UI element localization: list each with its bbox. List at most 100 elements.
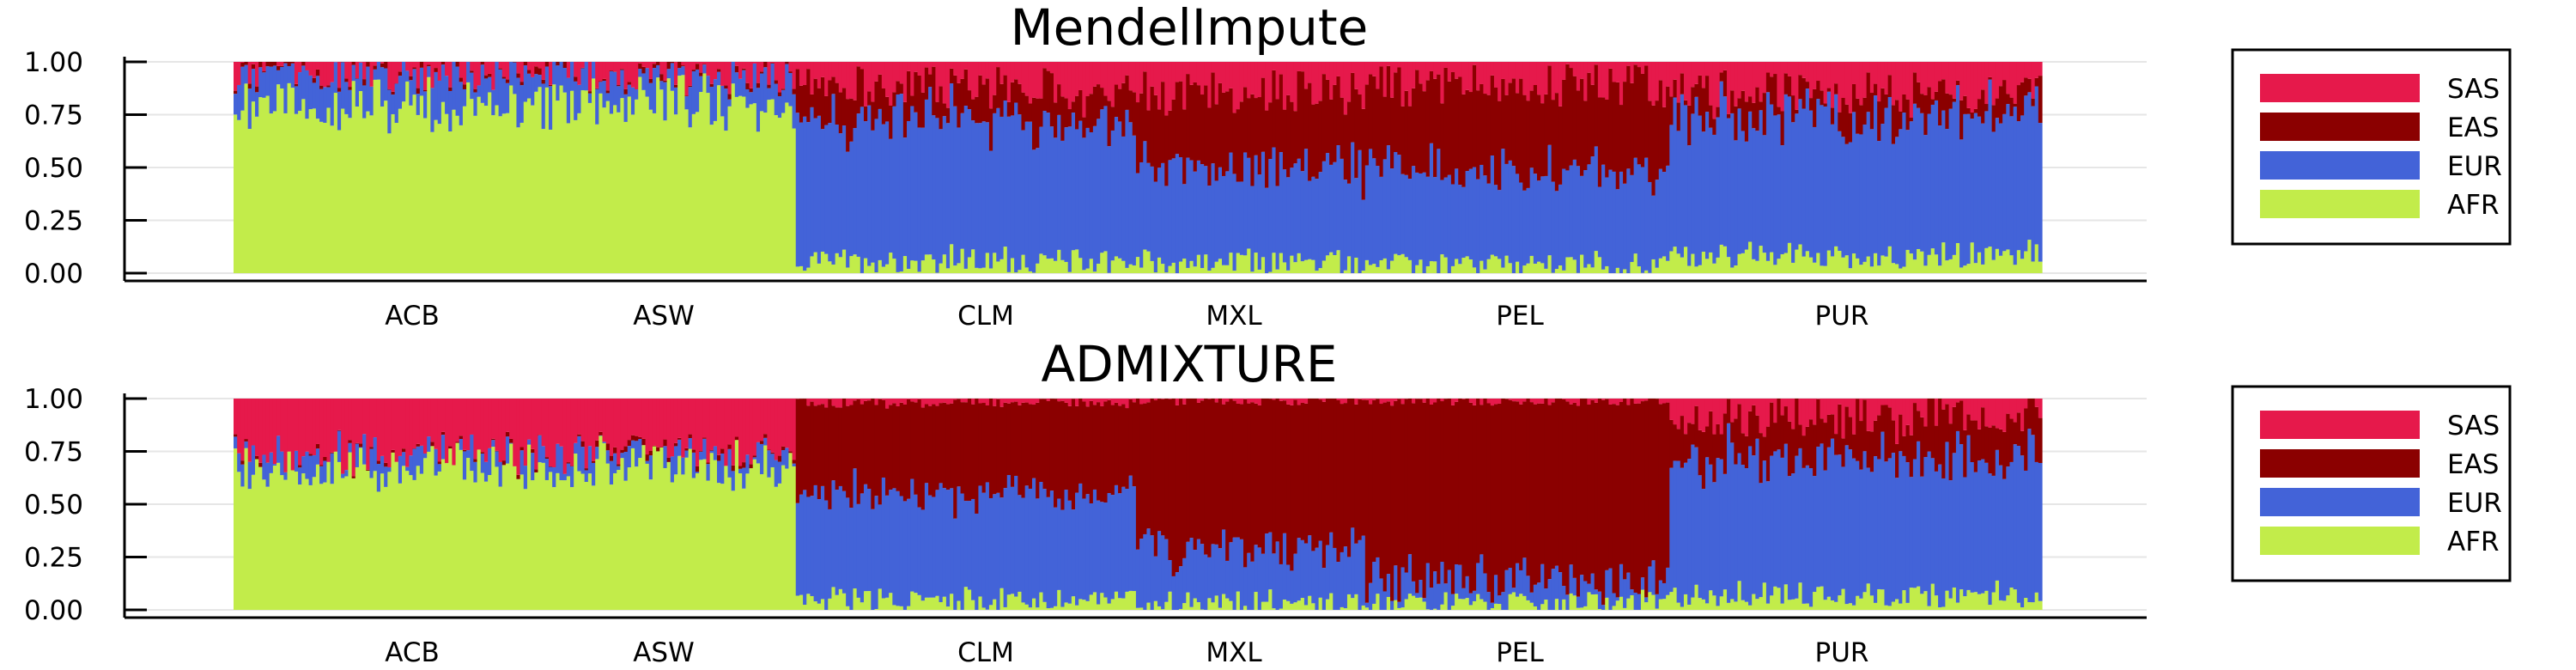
bar-segment-afr bbox=[1680, 606, 1685, 610]
bar-segment-eas bbox=[652, 64, 657, 69]
bar-segment-eas bbox=[1171, 99, 1176, 159]
bar-segment-sas bbox=[373, 62, 378, 66]
bar-segment-sas bbox=[1103, 399, 1109, 402]
bar-segment-eas bbox=[1443, 67, 1449, 178]
bar-segment-eur bbox=[1565, 170, 1571, 258]
bar-segment-sas bbox=[255, 62, 259, 87]
bar-segment-eur bbox=[1483, 573, 1488, 602]
bar-segment-afr bbox=[398, 483, 403, 610]
bar-segment-eur bbox=[1157, 168, 1162, 258]
bar-segment-eur bbox=[1912, 103, 1917, 260]
bar-segment-eas bbox=[1351, 399, 1355, 528]
bar-segment-sas bbox=[1046, 62, 1051, 71]
bar-segment-afr bbox=[699, 460, 703, 610]
bar-segment-eas bbox=[387, 88, 392, 90]
bar-segment-eas bbox=[1673, 79, 1678, 98]
bar-segment-sas bbox=[272, 399, 277, 465]
bar-segment-eur bbox=[1551, 181, 1556, 273]
bar-segment-eur bbox=[1336, 145, 1341, 251]
bar-segment-eas bbox=[1168, 399, 1173, 561]
bar-segment-afr bbox=[1891, 601, 1896, 610]
bar-segment-eas bbox=[902, 101, 908, 138]
bar-segment-sas bbox=[391, 399, 396, 450]
bar-segment-eas bbox=[1558, 106, 1563, 185]
bar-segment-sas bbox=[351, 399, 356, 477]
bar-segment-sas bbox=[1293, 399, 1298, 400]
bar-segment-sas bbox=[1748, 62, 1753, 97]
y-tick-label: 0.50 bbox=[24, 153, 83, 184]
bar-segment-eur bbox=[1254, 155, 1259, 253]
bar-segment-eas bbox=[1895, 100, 1899, 137]
bar-segment-eur bbox=[892, 106, 897, 259]
bar-segment-eur bbox=[902, 137, 908, 257]
bar-segment-eas bbox=[247, 83, 252, 89]
bar-segment-eur bbox=[1988, 79, 1993, 247]
bar-segment-afr bbox=[1880, 255, 1886, 273]
bar-segment-eas bbox=[480, 62, 485, 65]
bar-segment-sas bbox=[1114, 62, 1119, 85]
bar-segment-eas bbox=[462, 449, 467, 452]
chart-title: ADMIXTURE bbox=[1041, 335, 1337, 393]
bar-segment-eur bbox=[1587, 583, 1592, 593]
bar-segment-eur bbox=[724, 88, 729, 131]
bar-segment-eas bbox=[702, 437, 708, 439]
bar-segment-sas bbox=[1386, 62, 1391, 66]
bar-segment-eas bbox=[1816, 399, 1821, 447]
bar-segment-eas bbox=[1791, 95, 1795, 123]
bar-segment-eur bbox=[1991, 475, 1996, 593]
bar-segment-afr bbox=[1443, 257, 1449, 273]
bar-segment-eur bbox=[1734, 464, 1739, 602]
bar-segment-eas bbox=[1834, 83, 1838, 94]
bar-segment-eur bbox=[1576, 166, 1581, 273]
bar-segment-sas bbox=[1558, 62, 1563, 107]
bar-segment-afr bbox=[899, 606, 904, 610]
bar-segment-afr bbox=[440, 459, 446, 610]
bar-segment-eas bbox=[538, 68, 543, 76]
bar-segment-eas bbox=[1966, 414, 1971, 436]
bar-segment-sas bbox=[1912, 399, 1917, 404]
bar-segment-afr bbox=[1991, 259, 1996, 273]
bar-segment-sas bbox=[1798, 62, 1803, 76]
bar-segment-sas bbox=[817, 399, 822, 405]
bar-segment-afr bbox=[1064, 261, 1069, 273]
bar-segment-eas bbox=[2024, 408, 2028, 471]
bar-segment-eur bbox=[824, 500, 829, 610]
bar-segment-eas bbox=[1712, 119, 1717, 135]
bar-segment-afr bbox=[1687, 265, 1692, 273]
bar-segment-eas bbox=[519, 82, 525, 86]
bar-segment-sas bbox=[963, 62, 969, 70]
bar-segment-afr bbox=[1236, 253, 1241, 273]
bar-segment-sas bbox=[1400, 62, 1406, 107]
bar-segment-afr bbox=[1118, 258, 1122, 273]
bar-segment-afr bbox=[373, 471, 378, 610]
bar-segment-eas bbox=[1719, 434, 1724, 460]
bar-segment-afr bbox=[577, 471, 582, 610]
bar-segment-sas bbox=[1966, 399, 1971, 415]
bar-segment-afr bbox=[505, 463, 510, 610]
bar-segment-afr bbox=[1626, 598, 1631, 610]
bar-segment-afr bbox=[1364, 259, 1370, 273]
bar-segment-sas bbox=[2038, 399, 2043, 418]
bar-segment-eas bbox=[1680, 73, 1685, 94]
bar-segment-afr bbox=[605, 463, 611, 610]
bar-segment-afr bbox=[1146, 251, 1151, 273]
bar-segment-eas bbox=[1623, 82, 1627, 184]
bar-segment-afr bbox=[878, 588, 883, 610]
bar-segment-afr bbox=[1286, 600, 1291, 610]
bar-segment-eas bbox=[1379, 404, 1384, 579]
bar-segment-sas bbox=[1734, 399, 1739, 419]
bar-segment-eur bbox=[595, 447, 599, 460]
bar-segment-sas bbox=[1687, 399, 1692, 423]
bar-segment-eas bbox=[1150, 399, 1155, 536]
bar-segment-eas bbox=[1100, 88, 1104, 110]
bar-segment-afr bbox=[1959, 589, 1964, 610]
bar-segment-eas bbox=[240, 460, 246, 465]
bar-segment-eur bbox=[902, 501, 908, 610]
bar-segment-eur bbox=[950, 83, 954, 245]
bar-segment-eur bbox=[262, 72, 267, 98]
bar-segment-eur bbox=[1097, 500, 1101, 605]
bar-segment-afr bbox=[777, 483, 782, 610]
bar-segment-afr bbox=[477, 449, 482, 610]
bar-segment-eas bbox=[1608, 68, 1613, 170]
bar-segment-sas bbox=[1594, 399, 1599, 403]
